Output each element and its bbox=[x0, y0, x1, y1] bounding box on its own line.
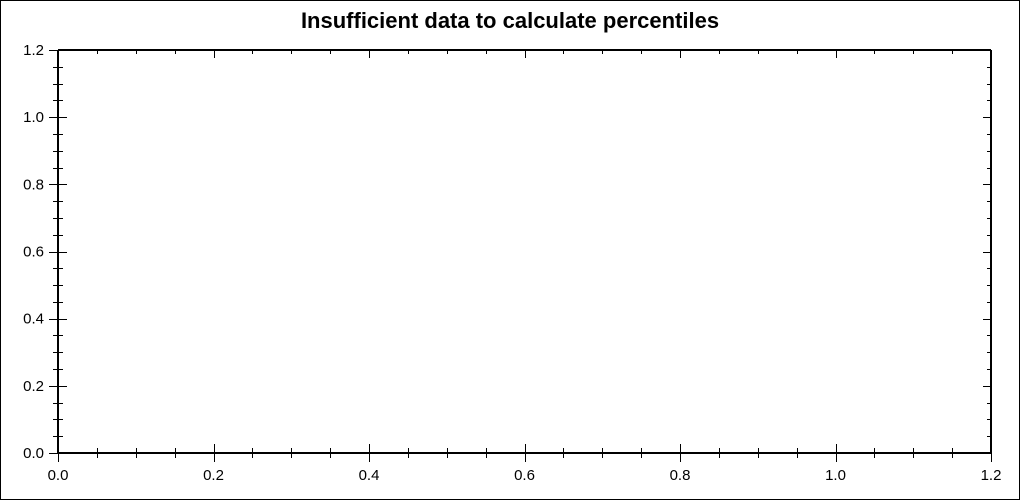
x-tick-label: 1.0 bbox=[825, 467, 846, 484]
y-tick-label: 0.6 bbox=[23, 244, 44, 261]
x-tick-label: 0.8 bbox=[670, 467, 691, 484]
y-tick-label: 0.0 bbox=[23, 445, 44, 462]
y-tick-label: 0.4 bbox=[23, 311, 44, 328]
y-tick-label: 0.8 bbox=[23, 176, 44, 193]
x-tick-label: 0.4 bbox=[359, 467, 380, 484]
x-tick-label: 0.6 bbox=[514, 467, 535, 484]
x-tick-label: 1.2 bbox=[981, 467, 1002, 484]
chart-title: Insufficient data to calculate percentil… bbox=[300, 8, 720, 33]
y-tick-label: 0.2 bbox=[23, 378, 44, 395]
x-tick-label: 0.0 bbox=[48, 467, 69, 484]
y-tick-label: 1.0 bbox=[23, 109, 44, 126]
y-tick-label: 1.2 bbox=[23, 42, 44, 59]
x-tick-label: 0.2 bbox=[203, 467, 224, 484]
